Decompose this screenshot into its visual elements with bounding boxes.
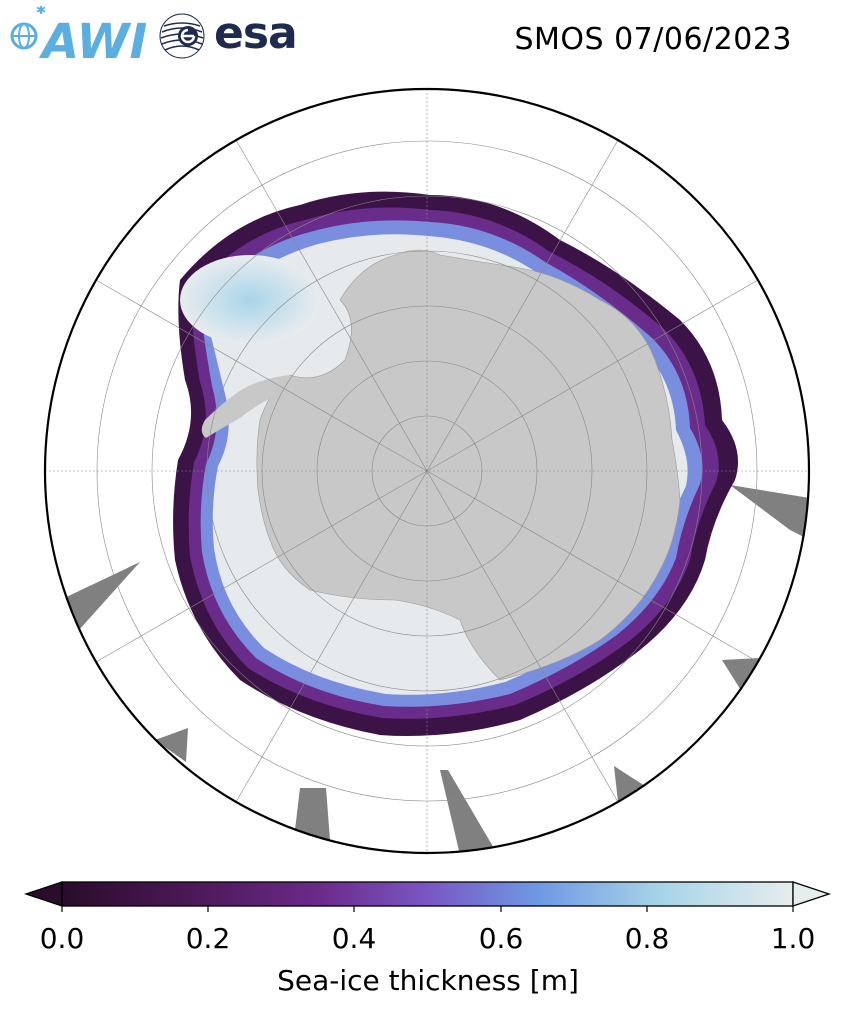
- svg-text:✱: ✱: [36, 6, 46, 17]
- weddell-thick-ice: [180, 255, 320, 345]
- map-disk: [45, 89, 809, 853]
- colorbar-tick-label: 0.4: [331, 922, 377, 955]
- awi-logo-text: AWI: [38, 14, 146, 62]
- colorbar-title: Sea-ice thickness [m]: [277, 964, 579, 997]
- colorbar-tick-marks: [61, 906, 794, 912]
- antarctic-peninsula: [201, 375, 290, 438]
- colorbar-tick-label: 0.2: [185, 922, 231, 955]
- awi-logo: ✱ AWI: [10, 6, 146, 62]
- colorbar-gradient: [61, 881, 794, 907]
- esa-logo-text: esa: [214, 8, 298, 59]
- colorbar-tick-label: 0.0: [39, 922, 85, 955]
- colorbar: [23, 881, 832, 912]
- map-boundary: [43, 87, 811, 855]
- colorbar-tick-label: 0.6: [478, 922, 524, 955]
- map-title: SMOS 07/06/2023: [514, 22, 792, 57]
- no-data-regions: [60, 485, 809, 853]
- colorbar-tick-label: 1.0: [770, 922, 816, 955]
- colorbar-extend-low: [23, 881, 63, 907]
- graticule: [45, 89, 809, 853]
- antarctica-land: [256, 249, 681, 681]
- colorbar-extend-high: [792, 881, 832, 907]
- colorbar-tick-label: 0.8: [624, 922, 670, 955]
- esa-logo: [159, 13, 205, 59]
